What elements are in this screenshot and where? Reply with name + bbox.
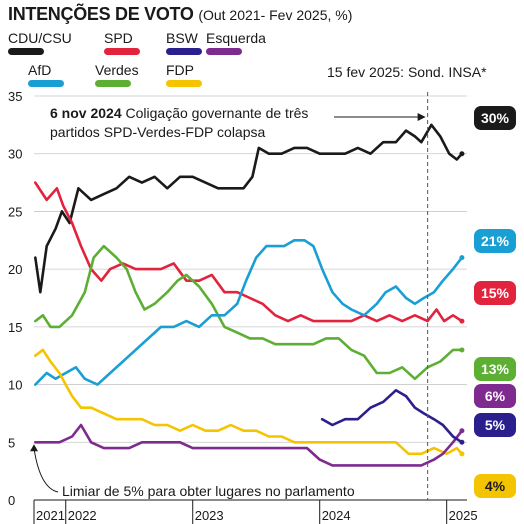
series-line-4 — [34, 348, 464, 456]
legend-label-verdes: Verdes — [95, 62, 139, 78]
series-line-0 — [34, 123, 464, 294]
badge-verdes-final: 13% — [474, 357, 516, 381]
legend-item-afd: AfD — [28, 62, 64, 87]
threshold-label: Limiar de 5% para obter lugares no parla… — [60, 483, 357, 499]
chart-title: INTENÇÕES DE VOTO (Out 2021- Fev 2025, %… — [8, 4, 352, 25]
series-line-2 — [34, 244, 464, 381]
badge-esquerda-final: 6% — [474, 384, 516, 408]
y-tick-label-5: 5 — [8, 435, 15, 450]
y-tick-label-25: 25 — [8, 204, 22, 219]
badge-spd-final: 15% — [474, 281, 516, 305]
legend-item-esquerda: Esquerda — [206, 30, 266, 55]
series-endpoint-1 — [459, 318, 465, 324]
legend-swatch-afd — [28, 80, 64, 87]
legend-swatch-bsw — [166, 48, 202, 55]
threshold-arrow-head — [30, 444, 38, 452]
x-tick-label-2023: 2023 — [195, 508, 224, 523]
legend-swatch-verdes — [95, 80, 131, 87]
y-tick-label-10: 10 — [8, 378, 22, 393]
x-tick-label-2025: 2025 — [449, 508, 478, 523]
legend-label-esquerda: Esquerda — [206, 30, 266, 46]
badge-bsw-final: 5% — [474, 413, 516, 437]
y-tick-label-20: 20 — [8, 262, 22, 277]
x-tick-label-2024: 2024 — [322, 508, 351, 523]
threshold-arrow — [33, 448, 59, 493]
badge-fdp-final: 4% — [474, 474, 516, 498]
legend-label-spd: SPD — [104, 30, 133, 46]
series-endpoint-0 — [459, 151, 465, 157]
series-endpoint-2 — [459, 347, 465, 353]
event-text: Coligação governante de três partidos SP… — [50, 105, 309, 140]
title-main: INTENÇÕES DE VOTO — [8, 4, 194, 24]
legend-label-bsw: BSW — [166, 30, 198, 46]
chart-series-lines — [34, 123, 465, 467]
series-line-5 — [34, 423, 464, 467]
y-tick-label-30: 30 — [8, 147, 22, 162]
series-endpoint-4 — [459, 451, 465, 457]
series-line-1 — [34, 181, 464, 323]
poll-source-note: 15 fev 2025: Sond. INSA* — [327, 64, 487, 80]
y-tick-label-0: 0 — [8, 493, 15, 508]
series-line-3 — [34, 239, 464, 386]
event-marker — [30, 92, 429, 500]
badge-afd-final: 21% — [474, 229, 516, 253]
legend-item-spd: SPD — [104, 30, 140, 55]
legend-swatch-fdp — [166, 80, 202, 87]
badge-cdu-final: 30% — [474, 106, 516, 130]
event-arrow-head — [417, 113, 426, 121]
event-annotation: 6 nov 2024 Coligação governante de três … — [50, 104, 320, 142]
y-tick-label-15: 15 — [8, 320, 22, 335]
legend-swatch-spd — [104, 48, 140, 55]
legend-item-cdu: CDU/CSU — [8, 30, 72, 55]
legend-item-bsw: BSW — [166, 30, 202, 55]
title-subtitle: (Out 2021- Fev 2025, %) — [198, 7, 353, 23]
y-tick-label-35: 35 — [8, 89, 22, 104]
legend-label-fdp: FDP — [166, 62, 194, 78]
x-tick-label-2021: 2021 — [36, 508, 65, 523]
series-endpoint-3 — [459, 255, 465, 261]
event-date: 6 nov 2024 — [50, 105, 122, 121]
legend-item-fdp: FDP — [166, 62, 202, 87]
legend-label-cdu: CDU/CSU — [8, 30, 72, 46]
legend-item-verdes: Verdes — [95, 62, 139, 87]
legend-label-afd: AfD — [28, 62, 52, 78]
series-line-6 — [320, 389, 464, 444]
legend-swatch-cdu — [8, 48, 44, 55]
x-tick-label-2022: 2022 — [68, 508, 97, 523]
series-endpoint-6 — [459, 439, 465, 445]
series-endpoint-5 — [459, 428, 465, 434]
legend-swatch-esquerda — [206, 48, 242, 55]
